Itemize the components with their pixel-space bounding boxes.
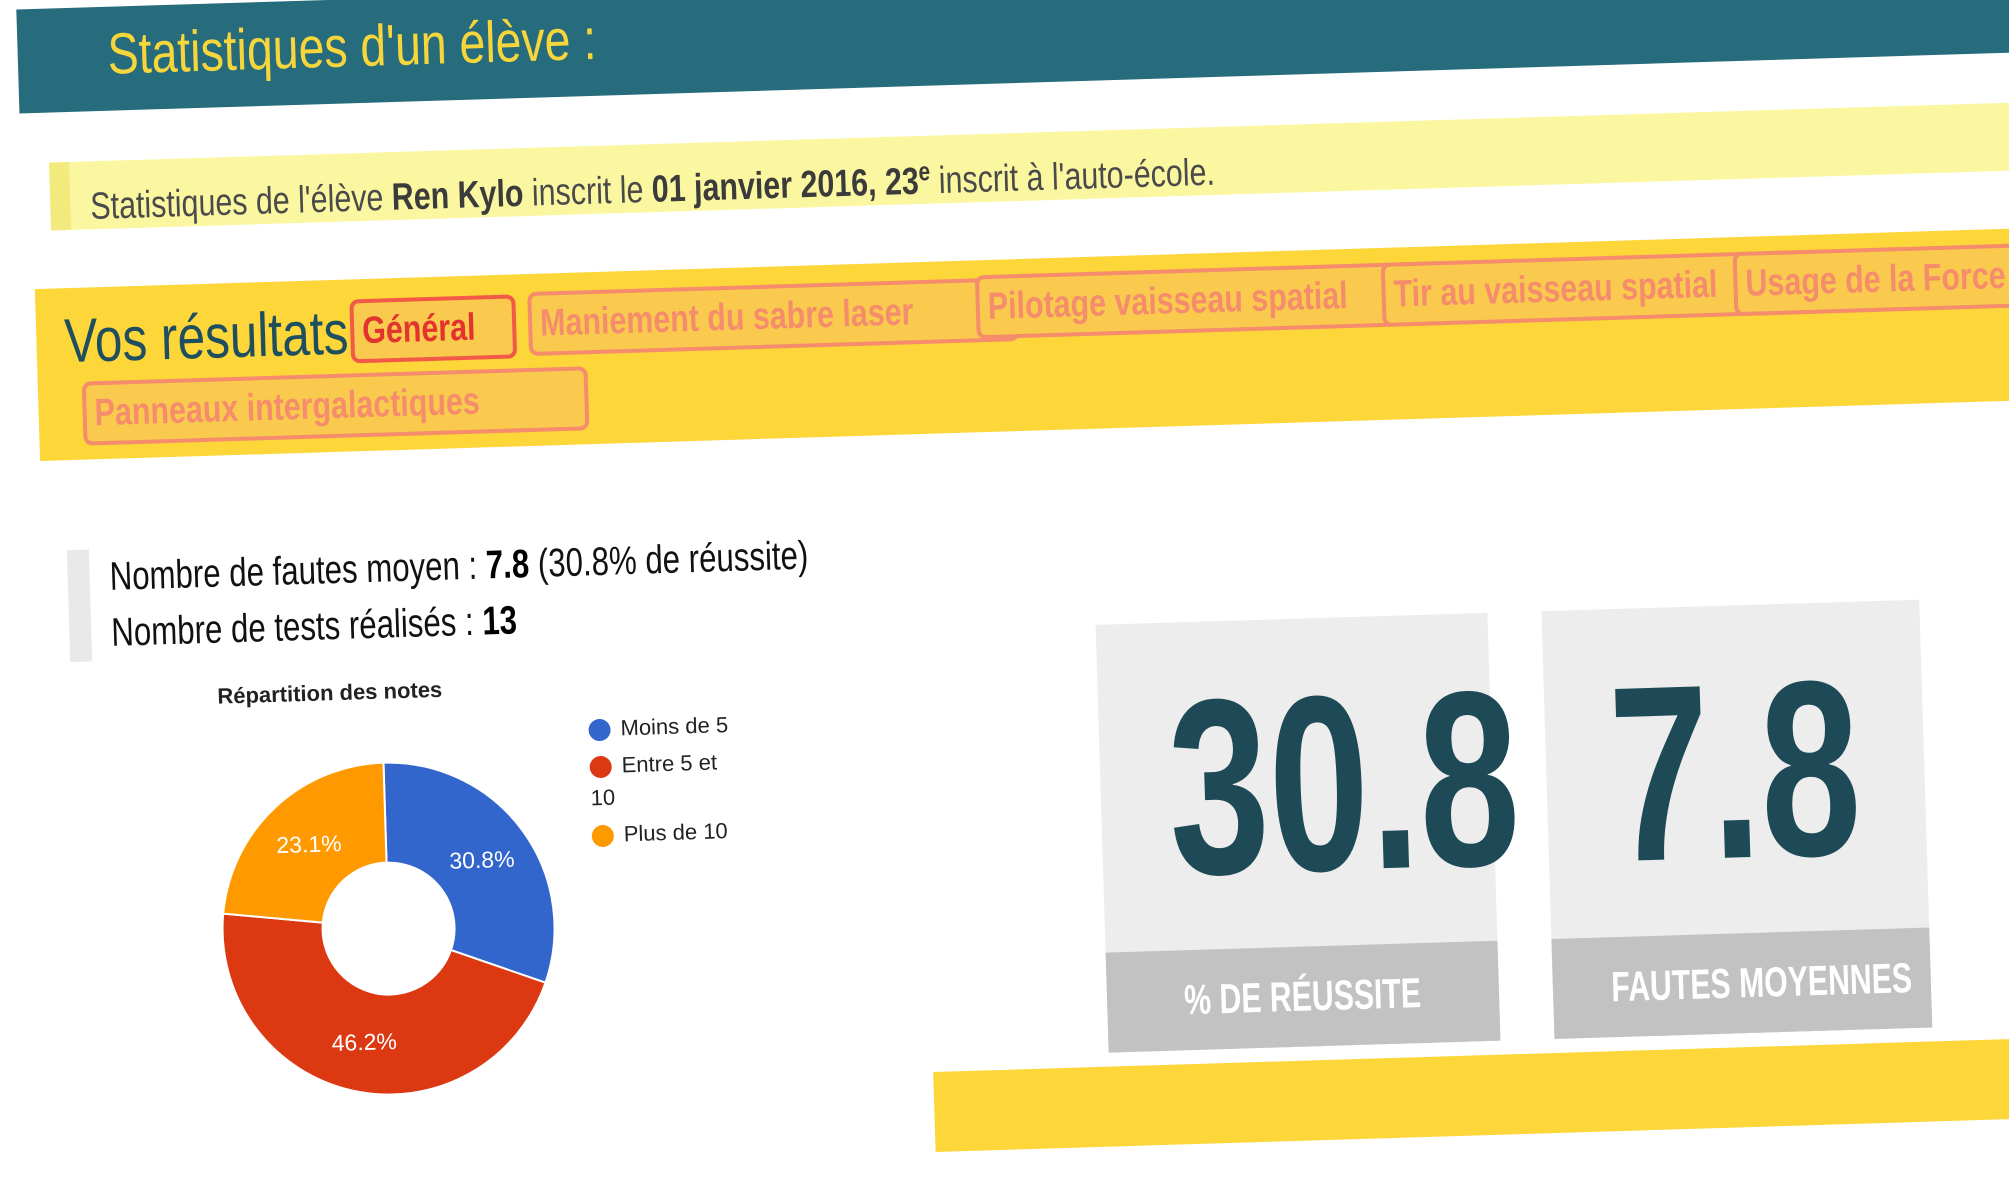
success-rate-label: % DE RÉUSSITE (1105, 940, 1501, 1053)
tab-label: Panneaux intergalactiques (94, 380, 481, 435)
pie-slice-label-3: 23.1% (276, 830, 342, 858)
enrollment-rank: , 23 (867, 160, 920, 205)
tab-label: Usage de la Force (1744, 254, 2007, 305)
tab-label: Pilotage vaisseau spatial (987, 274, 1349, 328)
page: Statistiques d'un élève : Statistiques d… (16, 0, 2009, 1152)
results-title: Vos résultats (63, 298, 350, 377)
info-mid: inscrit le (531, 169, 645, 215)
tests-count-value: 13 (481, 598, 518, 644)
legend-item: Entre 5 et 10 (589, 746, 741, 815)
average-faults-label: Nombre de fautes moyen : (108, 543, 487, 599)
tab-force-usage[interactable]: Usage de la Force (1732, 241, 2009, 317)
legend-dot-red (589, 755, 613, 779)
legend-label: Moins de 5 (620, 712, 729, 741)
chart-legend: Moins de 5 Entre 5 et 10 Plus de 10 (588, 712, 742, 849)
pie-slice-1[interactable] (382, 758, 556, 988)
average-faults-kpi-value: 7.8 (1606, 627, 1865, 915)
tests-count-label: Nombre de tests réalisés : (110, 599, 483, 655)
average-faults-kpi-label: FAUTES MOYENNES (1551, 927, 1933, 1040)
pie-slice-2[interactable] (221, 904, 549, 1100)
success-rate-card: 30.8 % DE RÉUSSITE (1095, 612, 1524, 1053)
legend-dot-orange (591, 824, 615, 848)
average-faults-card: 7.8 FAUTES MOYENNES (1541, 599, 1933, 1040)
tab-label: Maniement du sabre laser (539, 291, 914, 345)
success-rate-value: 30.8 (1164, 638, 1524, 928)
average-faults-value: 7.8 (485, 542, 530, 588)
student-name: Ren Kylo (391, 172, 525, 219)
chart-title: Répartition des notes (216, 676, 443, 709)
tests-count-line: Nombre de tests réalisés : 13 (111, 593, 518, 661)
tab-label: Général (361, 306, 477, 353)
pie-slice-label-2: 46.2% (331, 1028, 397, 1056)
tab-label: Tir au vaisseau spatial (1393, 263, 1719, 316)
info-suffix: inscrit à l'auto-école. (938, 151, 1216, 203)
pie-slice-3[interactable] (219, 761, 389, 926)
page-title: Statistiques d'un élève : (106, 6, 598, 87)
tab-general[interactable]: Général (349, 294, 517, 364)
stats-quote-bar (66, 549, 93, 663)
bottom-band (933, 1032, 2009, 1152)
enrollment-rank-suffix: e (917, 155, 931, 187)
success-rate-text: (30.8% de réussite) (528, 533, 809, 587)
info-prefix: Statistiques de l'élève (89, 177, 384, 228)
pie-slice-label-1: 30.8% (449, 846, 515, 874)
grade-distribution-chart: 30.8% 46.2% 23.1% (219, 758, 556, 1100)
legend-item: Moins de 5 (588, 712, 739, 743)
legend-dot-blue (588, 718, 611, 742)
legend-item: Plus de 10 (591, 818, 742, 849)
enrollment-date: 01 janvier 2016 (651, 162, 869, 211)
legend-label: Plus de 10 (623, 818, 729, 847)
legend-label: Entre 5 et 10 (590, 749, 718, 811)
